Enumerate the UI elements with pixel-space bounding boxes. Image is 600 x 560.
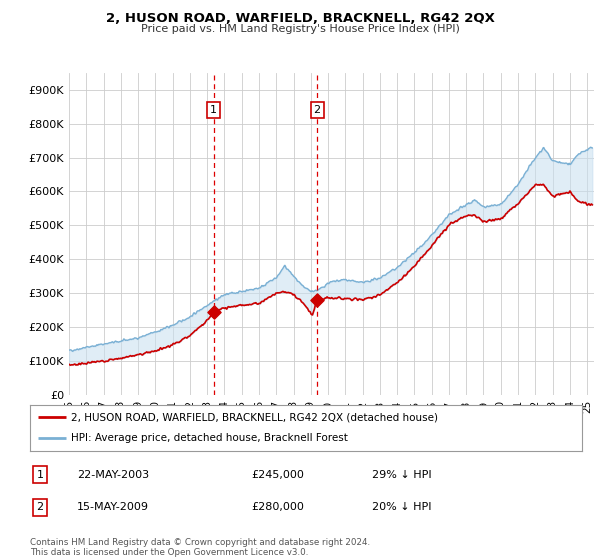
Text: 2: 2 — [37, 502, 43, 512]
Text: 29% ↓ HPI: 29% ↓ HPI — [372, 470, 432, 479]
Text: 2, HUSON ROAD, WARFIELD, BRACKNELL, RG42 2QX: 2, HUSON ROAD, WARFIELD, BRACKNELL, RG42… — [106, 12, 494, 25]
Text: 15-MAY-2009: 15-MAY-2009 — [77, 502, 149, 512]
Text: 22-MAY-2003: 22-MAY-2003 — [77, 470, 149, 479]
Text: £280,000: £280,000 — [251, 502, 304, 512]
Point — [313, 296, 322, 305]
Text: 2, HUSON ROAD, WARFIELD, BRACKNELL, RG42 2QX (detached house): 2, HUSON ROAD, WARFIELD, BRACKNELL, RG42… — [71, 412, 439, 422]
Text: Price paid vs. HM Land Registry's House Price Index (HPI): Price paid vs. HM Land Registry's House … — [140, 24, 460, 34]
Text: 20% ↓ HPI: 20% ↓ HPI — [372, 502, 432, 512]
Text: Contains HM Land Registry data © Crown copyright and database right 2024.
This d: Contains HM Land Registry data © Crown c… — [30, 538, 370, 557]
Point — [209, 307, 218, 316]
Text: HPI: Average price, detached house, Bracknell Forest: HPI: Average price, detached house, Brac… — [71, 433, 348, 444]
Text: 1: 1 — [37, 470, 43, 479]
Text: 2: 2 — [314, 105, 321, 115]
Text: 1: 1 — [210, 105, 217, 115]
Text: £245,000: £245,000 — [251, 470, 304, 479]
